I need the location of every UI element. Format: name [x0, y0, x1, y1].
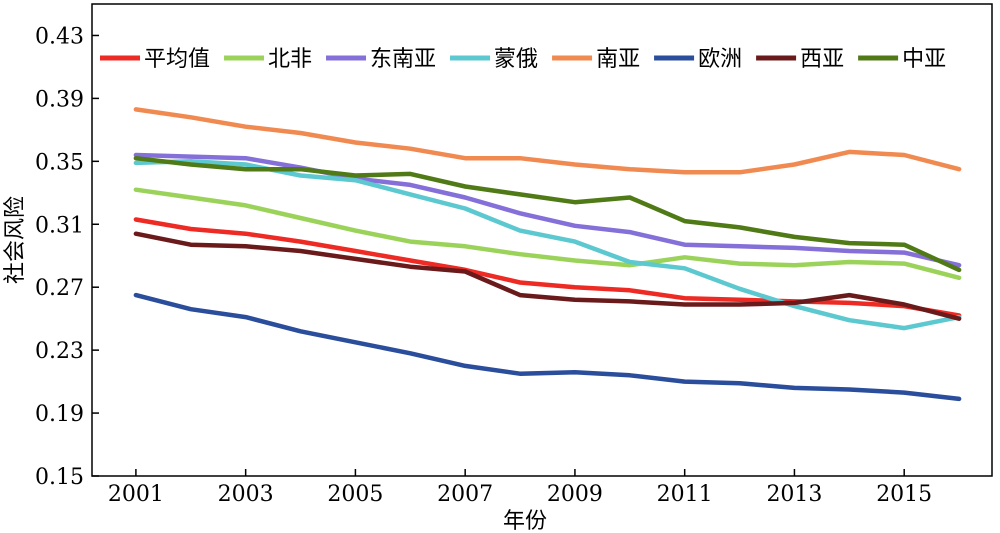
series-line-2 [133, 152, 962, 268]
plot-frame [91, 3, 993, 477]
y-tick-label: 0.43 [35, 24, 84, 49]
x-tick-label: 2011 [657, 482, 713, 507]
legend-label-0: 平均值 [144, 47, 210, 72]
series-line-1 [133, 187, 962, 281]
x-tick-label: 2009 [547, 482, 603, 507]
y-tick-label: 0.15 [35, 465, 84, 490]
x-tick-label: 2015 [876, 482, 932, 507]
y-tick-label: 0.39 [35, 87, 84, 112]
legend-label-2: 东南亚 [370, 47, 436, 72]
x-tick-label: 2013 [766, 482, 822, 507]
y-tick-label: 0.31 [35, 213, 84, 238]
legend-label-5: 欧洲 [698, 47, 742, 72]
x-tick-label: 2003 [218, 482, 274, 507]
y-tick-label: 0.35 [35, 150, 84, 175]
series-line-0 [133, 217, 962, 318]
series-line-7 [133, 155, 962, 273]
x-axis: 2001 2003 2005 2007 2009 2011 2013 2015 [108, 469, 932, 507]
series-line-6 [133, 231, 962, 321]
y-axis-label: 社会风险 [3, 196, 28, 284]
legend-label-1: 北非 [268, 47, 312, 72]
x-axis-label: 年份 [503, 509, 547, 533]
legend-label-7: 中亚 [902, 47, 946, 72]
x-tick-label: 2001 [108, 482, 164, 507]
legend: 平均值 北非 东南亚 蒙俄 南亚 欧洲 西亚 中亚 [100, 47, 946, 72]
x-tick-label: 2007 [437, 482, 493, 507]
y-tick-label: 0.27 [35, 276, 84, 301]
y-axis: 0.15 0.19 0.23 0.27 0.31 0.35 0.39 0.43 [35, 24, 99, 490]
y-tick-label: 0.23 [35, 339, 84, 364]
series-lines [133, 107, 962, 402]
legend-label-3: 蒙俄 [494, 47, 538, 72]
x-tick-label: 2005 [327, 482, 383, 507]
y-tick-label: 0.19 [35, 402, 84, 427]
series-line-4 [133, 107, 962, 175]
legend-label-6: 西亚 [800, 47, 844, 72]
legend-label-4: 南亚 [596, 47, 640, 72]
series-line-5 [133, 292, 962, 402]
